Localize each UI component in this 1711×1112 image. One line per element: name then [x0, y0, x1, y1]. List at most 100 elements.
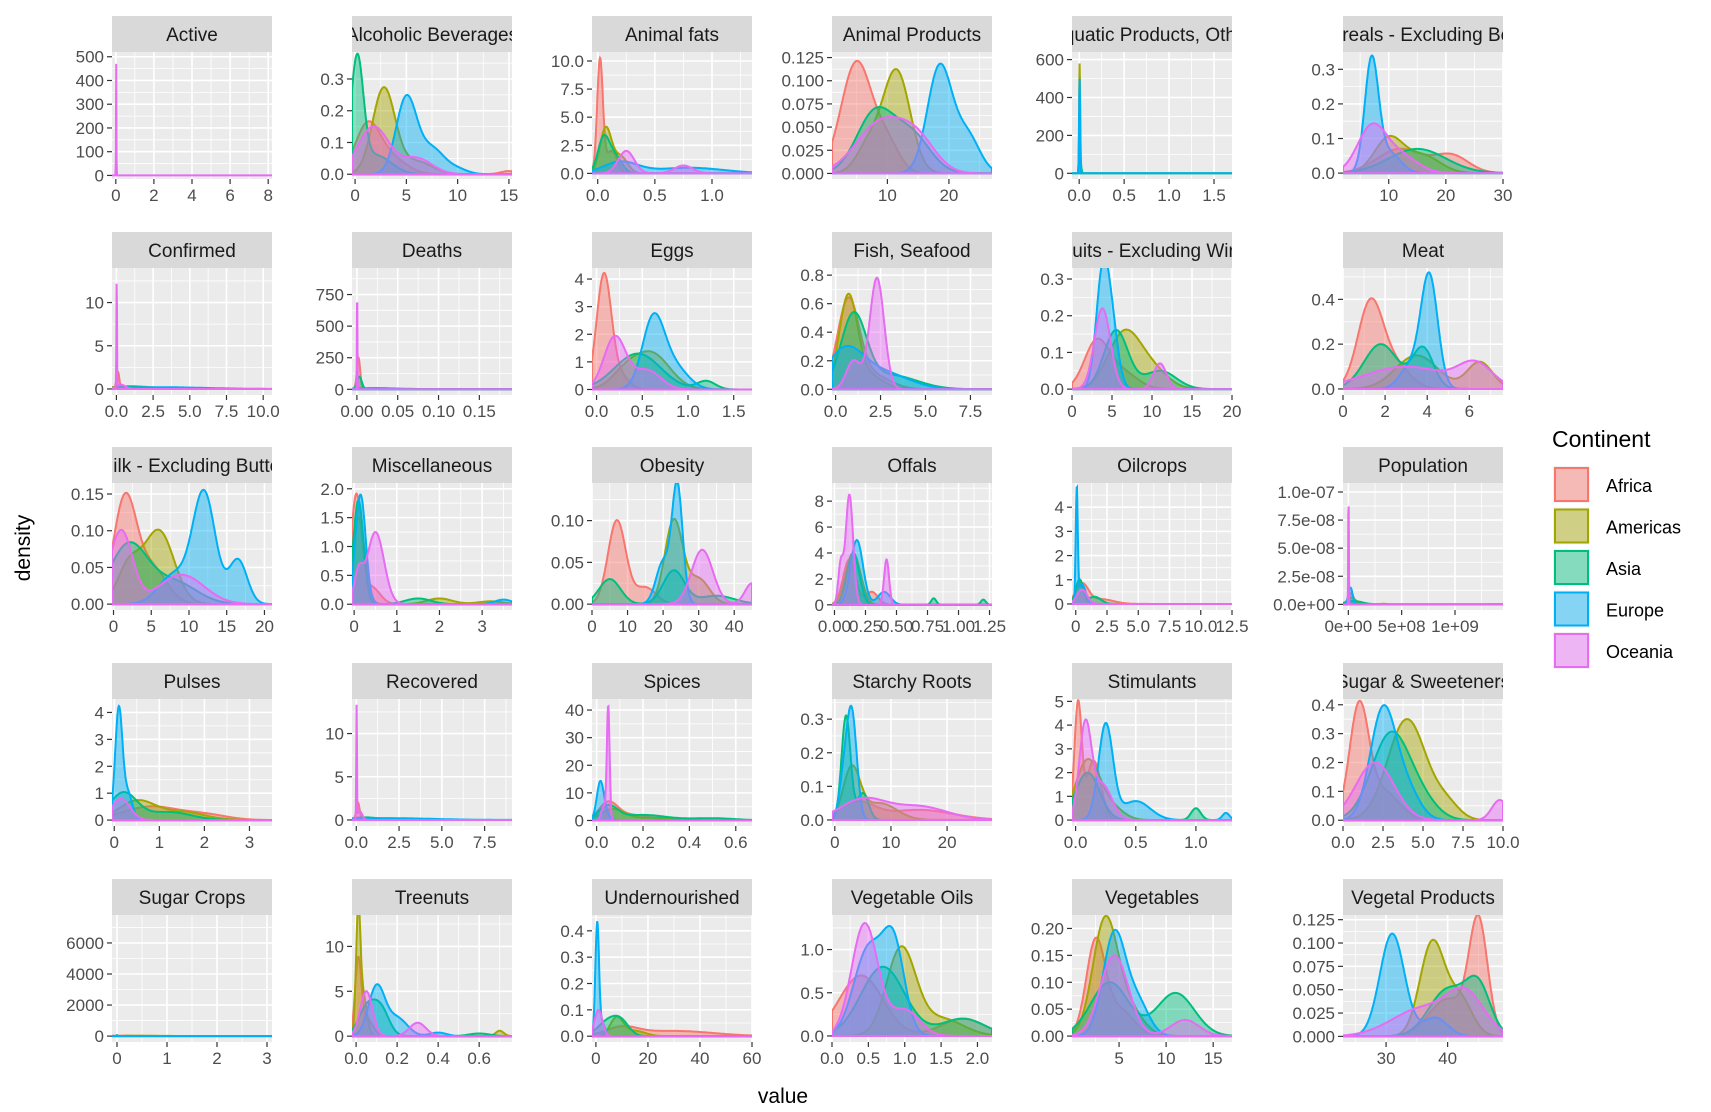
y-tick-label: 0.3 [1040, 270, 1064, 289]
y-tick-label: 0.0 [320, 595, 344, 614]
y-tick-label: 0.1 [1311, 782, 1335, 801]
x-tick-label: 5.0 [1411, 833, 1435, 852]
x-tick-label: 5 [1114, 1049, 1123, 1068]
facet-treenuts: Treenuts 0.0 0.2 0.4 0.6 0 5 10 [325, 879, 512, 1068]
y-tick-label: 0.3 [1311, 60, 1335, 79]
strip-background [1343, 16, 1503, 52]
x-tick-label: 10 [878, 186, 897, 205]
x-tick-label: 2.5 [387, 833, 411, 852]
strip-background [352, 16, 512, 52]
facet-title: Miscellaneous [372, 456, 492, 477]
y-tick-label: 0.125 [1292, 911, 1335, 930]
y-tick-label: 0.4 [1311, 696, 1335, 715]
facet-aquatic-products-other: Aquatic Products, Other 0.0 0.5 1.0 1.5 0 200 4… [1036, 16, 1232, 205]
x-tick-label: 0.0 [824, 402, 848, 421]
y-tick-label: 0.0 [320, 165, 344, 184]
gridlines [592, 699, 752, 826]
x-tick-label: 4 [1422, 402, 1431, 421]
x-tick-label: 5.0 [178, 402, 202, 421]
density-europe [1072, 78, 1232, 175]
legend-key-bg [1553, 507, 1590, 545]
x-tick-label: 0.5 [643, 186, 667, 205]
facet-title: Sugar Crops [139, 888, 246, 909]
y-tick-label: 200 [76, 119, 104, 138]
facet-title: Active [166, 25, 218, 46]
x-tick-label: 2.5 [1371, 833, 1395, 852]
y-tick-label: 5 [335, 982, 344, 1001]
facet-strip: Confirmed [112, 232, 272, 268]
facet-strip: Offals [832, 447, 992, 483]
x-tick-label: 0.00 [340, 402, 373, 421]
y-tick-label: 10 [85, 294, 104, 313]
y-tick-label: 0.1 [320, 133, 344, 152]
x-tick-label: 0.15 [463, 402, 496, 421]
axis-ticks: 0 2 4 6 8 0 100 200 300 400 500 [76, 48, 273, 205]
y-tick-label: 0 [95, 811, 104, 830]
y-tick-label: 0.000 [1292, 1027, 1335, 1046]
x-tick-label: 0 [111, 186, 120, 205]
y-tick-label: 0.10 [1031, 973, 1064, 992]
density-oceania [832, 115, 992, 175]
x-tick-label: 1 [392, 617, 401, 636]
x-tick-label: 0 [830, 833, 839, 852]
axis-ticks: 0 1 2 3 0 2000 4000 6000 [66, 934, 272, 1068]
gridlines [112, 52, 272, 179]
x-tick-label: 0.0 [585, 402, 609, 421]
x-tick-label: 0.0 [820, 1049, 844, 1068]
y-tick-label: 7.5e-08 [1277, 511, 1335, 530]
y-tick-label: 20 [565, 756, 584, 775]
x-tick-label: 0.0 [585, 833, 609, 852]
density-curves [352, 52, 512, 176]
y-tick-label: 0.100 [781, 72, 824, 91]
y-tick-label: 10 [325, 937, 344, 956]
facet-strip: Spices [592, 663, 752, 699]
facet-deaths: Deaths 0.00 0.05 0.10 0.15 0 250 500 750 [316, 232, 512, 421]
axis-ticks: 0.0 0.5 1.0 1.5 0 200 400 600 [1036, 51, 1226, 205]
y-tick-label: 0.0 [800, 811, 824, 830]
y-tick-label: 1.5 [320, 509, 344, 528]
y-tick-label: 0.075 [1292, 957, 1335, 976]
density-oceania [352, 704, 512, 821]
facet-title: Undernourished [604, 888, 739, 909]
facet-title: Deaths [402, 241, 462, 262]
x-tick-label: 0 [112, 1049, 121, 1068]
x-tick-label: 10 [618, 617, 637, 636]
x-tick-label: 0.00 [818, 617, 851, 636]
legend-item-oceania: Oceania [1553, 632, 1674, 669]
y-tick-label: 0.00 [1031, 1027, 1064, 1046]
panel-background [352, 268, 512, 395]
y-tick-label: 0.00 [551, 595, 584, 614]
facet-title: Vegetables [1105, 888, 1199, 909]
x-tick-label: 10 [881, 833, 900, 852]
facet-strip: Animal fats [592, 16, 752, 52]
legend-label: Africa [1606, 476, 1653, 496]
strip-background [1343, 879, 1503, 915]
y-tick-label: 0 [95, 380, 104, 399]
axis-ticks: 0 10 20 30 40 0.00 0.05 0.10 [551, 512, 744, 636]
y-tick-label: 8 [815, 492, 824, 511]
facet-title: Alcoholic Beverages [346, 25, 518, 46]
axis-ticks: 0.0 0.2 0.4 0.6 0 5 10 [325, 937, 491, 1068]
density-curves [832, 59, 992, 175]
facet-title: Meat [1402, 241, 1445, 262]
density-curves [1072, 63, 1232, 175]
facet-animal-products: Animal Products 10 20 0.000 0.025 0.050 0.075 0… [781, 16, 992, 205]
x-tick-label: 1.00 [942, 617, 975, 636]
x-tick-label: 20 [654, 617, 673, 636]
y-tick-label: 3 [575, 298, 584, 317]
y-tick-label: 3 [1055, 522, 1064, 541]
facet-title: Spices [643, 672, 700, 693]
density-curves [832, 493, 992, 606]
strip-background [592, 232, 752, 268]
y-tick-label: 0.3 [560, 948, 584, 967]
density-oceania [1343, 761, 1503, 822]
y-tick-label: 0.0 [1040, 380, 1064, 399]
x-tick-label: 0.2 [631, 833, 655, 852]
axis-ticks: 0.0 0.5 1.0 1.5 0 1 2 3 4 [575, 270, 746, 421]
x-tick-label: 15 [217, 617, 236, 636]
y-tick-label: 4 [575, 270, 584, 289]
y-tick-label: 0.050 [1292, 981, 1335, 1000]
density-asia [1343, 147, 1503, 175]
facet-fish-seafood: Fish, Seafood 0.0 2.5 5.0 7.5 0.0 0.2 0.4 0.6 0.8 [800, 232, 992, 421]
y-tick-label: 0.1 [800, 777, 824, 796]
